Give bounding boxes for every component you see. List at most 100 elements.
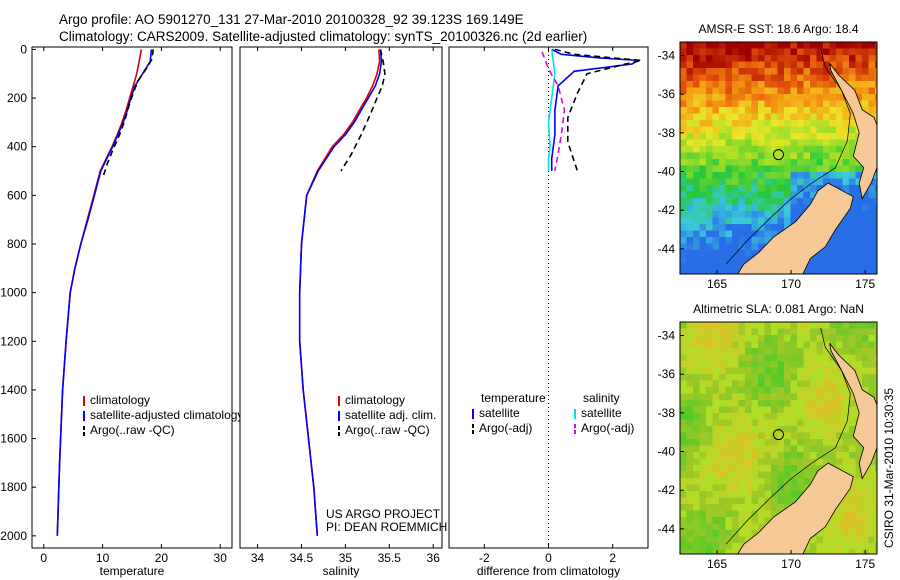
difference-series-temperature-satellite	[550, 48, 642, 171]
sst-map-cell	[699, 68, 707, 75]
sla-map-cell	[810, 536, 817, 544]
sla-map-cell	[803, 328, 811, 336]
sst-map-cell	[686, 230, 694, 238]
sla-map-cell	[868, 361, 876, 368]
difference-xlabel: difference from climatology	[477, 564, 620, 578]
sst-map-cell	[829, 256, 837, 264]
sla-map-cell	[836, 322, 843, 329]
sla-map-cell	[758, 341, 765, 349]
sst-map-cell	[751, 204, 759, 212]
sst-map-cell	[777, 81, 785, 88]
sla-map-cell	[823, 458, 830, 466]
sla-map-cell	[849, 484, 856, 492]
sla-map-cell	[875, 354, 877, 362]
sla-map-cell	[790, 471, 798, 479]
sla-map-cell	[732, 367, 739, 375]
sla-map-cell	[771, 341, 778, 349]
sst-map-cell	[745, 100, 752, 108]
sst-map-cell	[680, 198, 687, 205]
sla-map-cell	[706, 432, 713, 440]
sst-map-cell	[738, 133, 746, 140]
sla-map-cell	[803, 426, 811, 433]
sla-map-cell	[751, 452, 759, 459]
sla-map-cell	[745, 497, 752, 505]
sst-map-cell	[738, 87, 746, 95]
sla-map-cell	[836, 393, 843, 401]
sst-map-cell	[777, 61, 785, 69]
sst-map-cell	[738, 55, 746, 62]
sla-map-cell	[725, 504, 733, 511]
sla-map-cell	[764, 393, 772, 401]
sst-map-cell	[693, 113, 700, 121]
sla-map-cell	[855, 465, 863, 472]
sst-map-cell	[725, 198, 733, 205]
sla-map-cell	[855, 361, 863, 368]
sst-map-cell	[699, 61, 707, 69]
sla-map-cell	[842, 530, 850, 537]
sst-map-cell	[797, 159, 804, 166]
sla-map-cell	[686, 361, 694, 368]
sla-map-cell	[849, 543, 856, 550]
sla-map-cell	[823, 393, 830, 401]
sst-map-cell	[816, 87, 824, 95]
sla-map-cell	[823, 406, 830, 414]
sla-map-cell	[803, 478, 811, 485]
sla-map-cell	[764, 400, 772, 407]
sla-map-cell	[823, 380, 830, 388]
sst-map-cell	[680, 126, 687, 134]
sst-map-cell	[771, 100, 778, 108]
sla-map-cell	[823, 367, 830, 375]
sla-map-cell	[797, 380, 804, 388]
sst-map-cell	[738, 107, 746, 114]
sst-map-cell	[803, 61, 811, 69]
sst-map-cell	[738, 152, 746, 160]
sla-map-cell	[771, 374, 778, 381]
sst-map-cell	[875, 94, 877, 101]
sst-map-cell	[784, 133, 791, 140]
sst-map-cell	[719, 250, 726, 257]
sla-map-cell	[686, 335, 694, 342]
sla-map-cell	[862, 523, 869, 531]
sla-map-cell	[797, 478, 804, 485]
sst-map-cell	[784, 204, 791, 212]
sla-map-cell	[758, 374, 765, 381]
sst-map-cell	[790, 165, 798, 173]
sst-map-cell	[745, 165, 752, 173]
sla-map-cell	[777, 387, 785, 394]
sla-map-cell	[751, 341, 759, 349]
sst-map-cell	[738, 211, 746, 218]
sst-map-cell	[758, 139, 765, 147]
sst-map-cell	[680, 42, 687, 49]
sla-map-cell	[823, 361, 830, 368]
sst-map-cell	[686, 243, 694, 251]
sst-map-cell	[777, 198, 785, 205]
sst-map-cell	[790, 159, 798, 166]
sst-map-cell	[862, 94, 869, 101]
sst-map-cell	[758, 211, 765, 218]
sla-map-cell	[777, 471, 785, 479]
sla-map-cell	[855, 374, 863, 381]
sla-map-cell	[725, 348, 733, 355]
sla-map-argo-marker	[772, 429, 784, 441]
sst-map-cell	[706, 263, 713, 270]
sla-map-cell	[777, 478, 785, 485]
sst-map-cell	[712, 204, 720, 212]
sla-map-cell	[699, 549, 707, 554]
sst-map-cell	[784, 68, 791, 75]
sst-map-cell	[699, 113, 707, 121]
sla-map-cell	[751, 510, 759, 518]
sst-map-cell	[855, 198, 863, 205]
sst-map-cell	[693, 120, 700, 127]
sst-map-cell	[771, 120, 778, 127]
sst-map-cell	[706, 178, 713, 186]
sla-map-cell	[790, 341, 798, 349]
sst-map-cell	[842, 224, 850, 231]
sla-map-cell	[725, 367, 733, 375]
sla-map-cell	[771, 510, 778, 518]
sla-map-cell	[836, 452, 843, 459]
sst-map-cell	[738, 250, 746, 257]
sst-map-cell	[764, 152, 772, 160]
sst-map-cell	[758, 217, 765, 225]
sla-map-cell	[745, 387, 752, 394]
sla-map-cell	[712, 426, 720, 433]
